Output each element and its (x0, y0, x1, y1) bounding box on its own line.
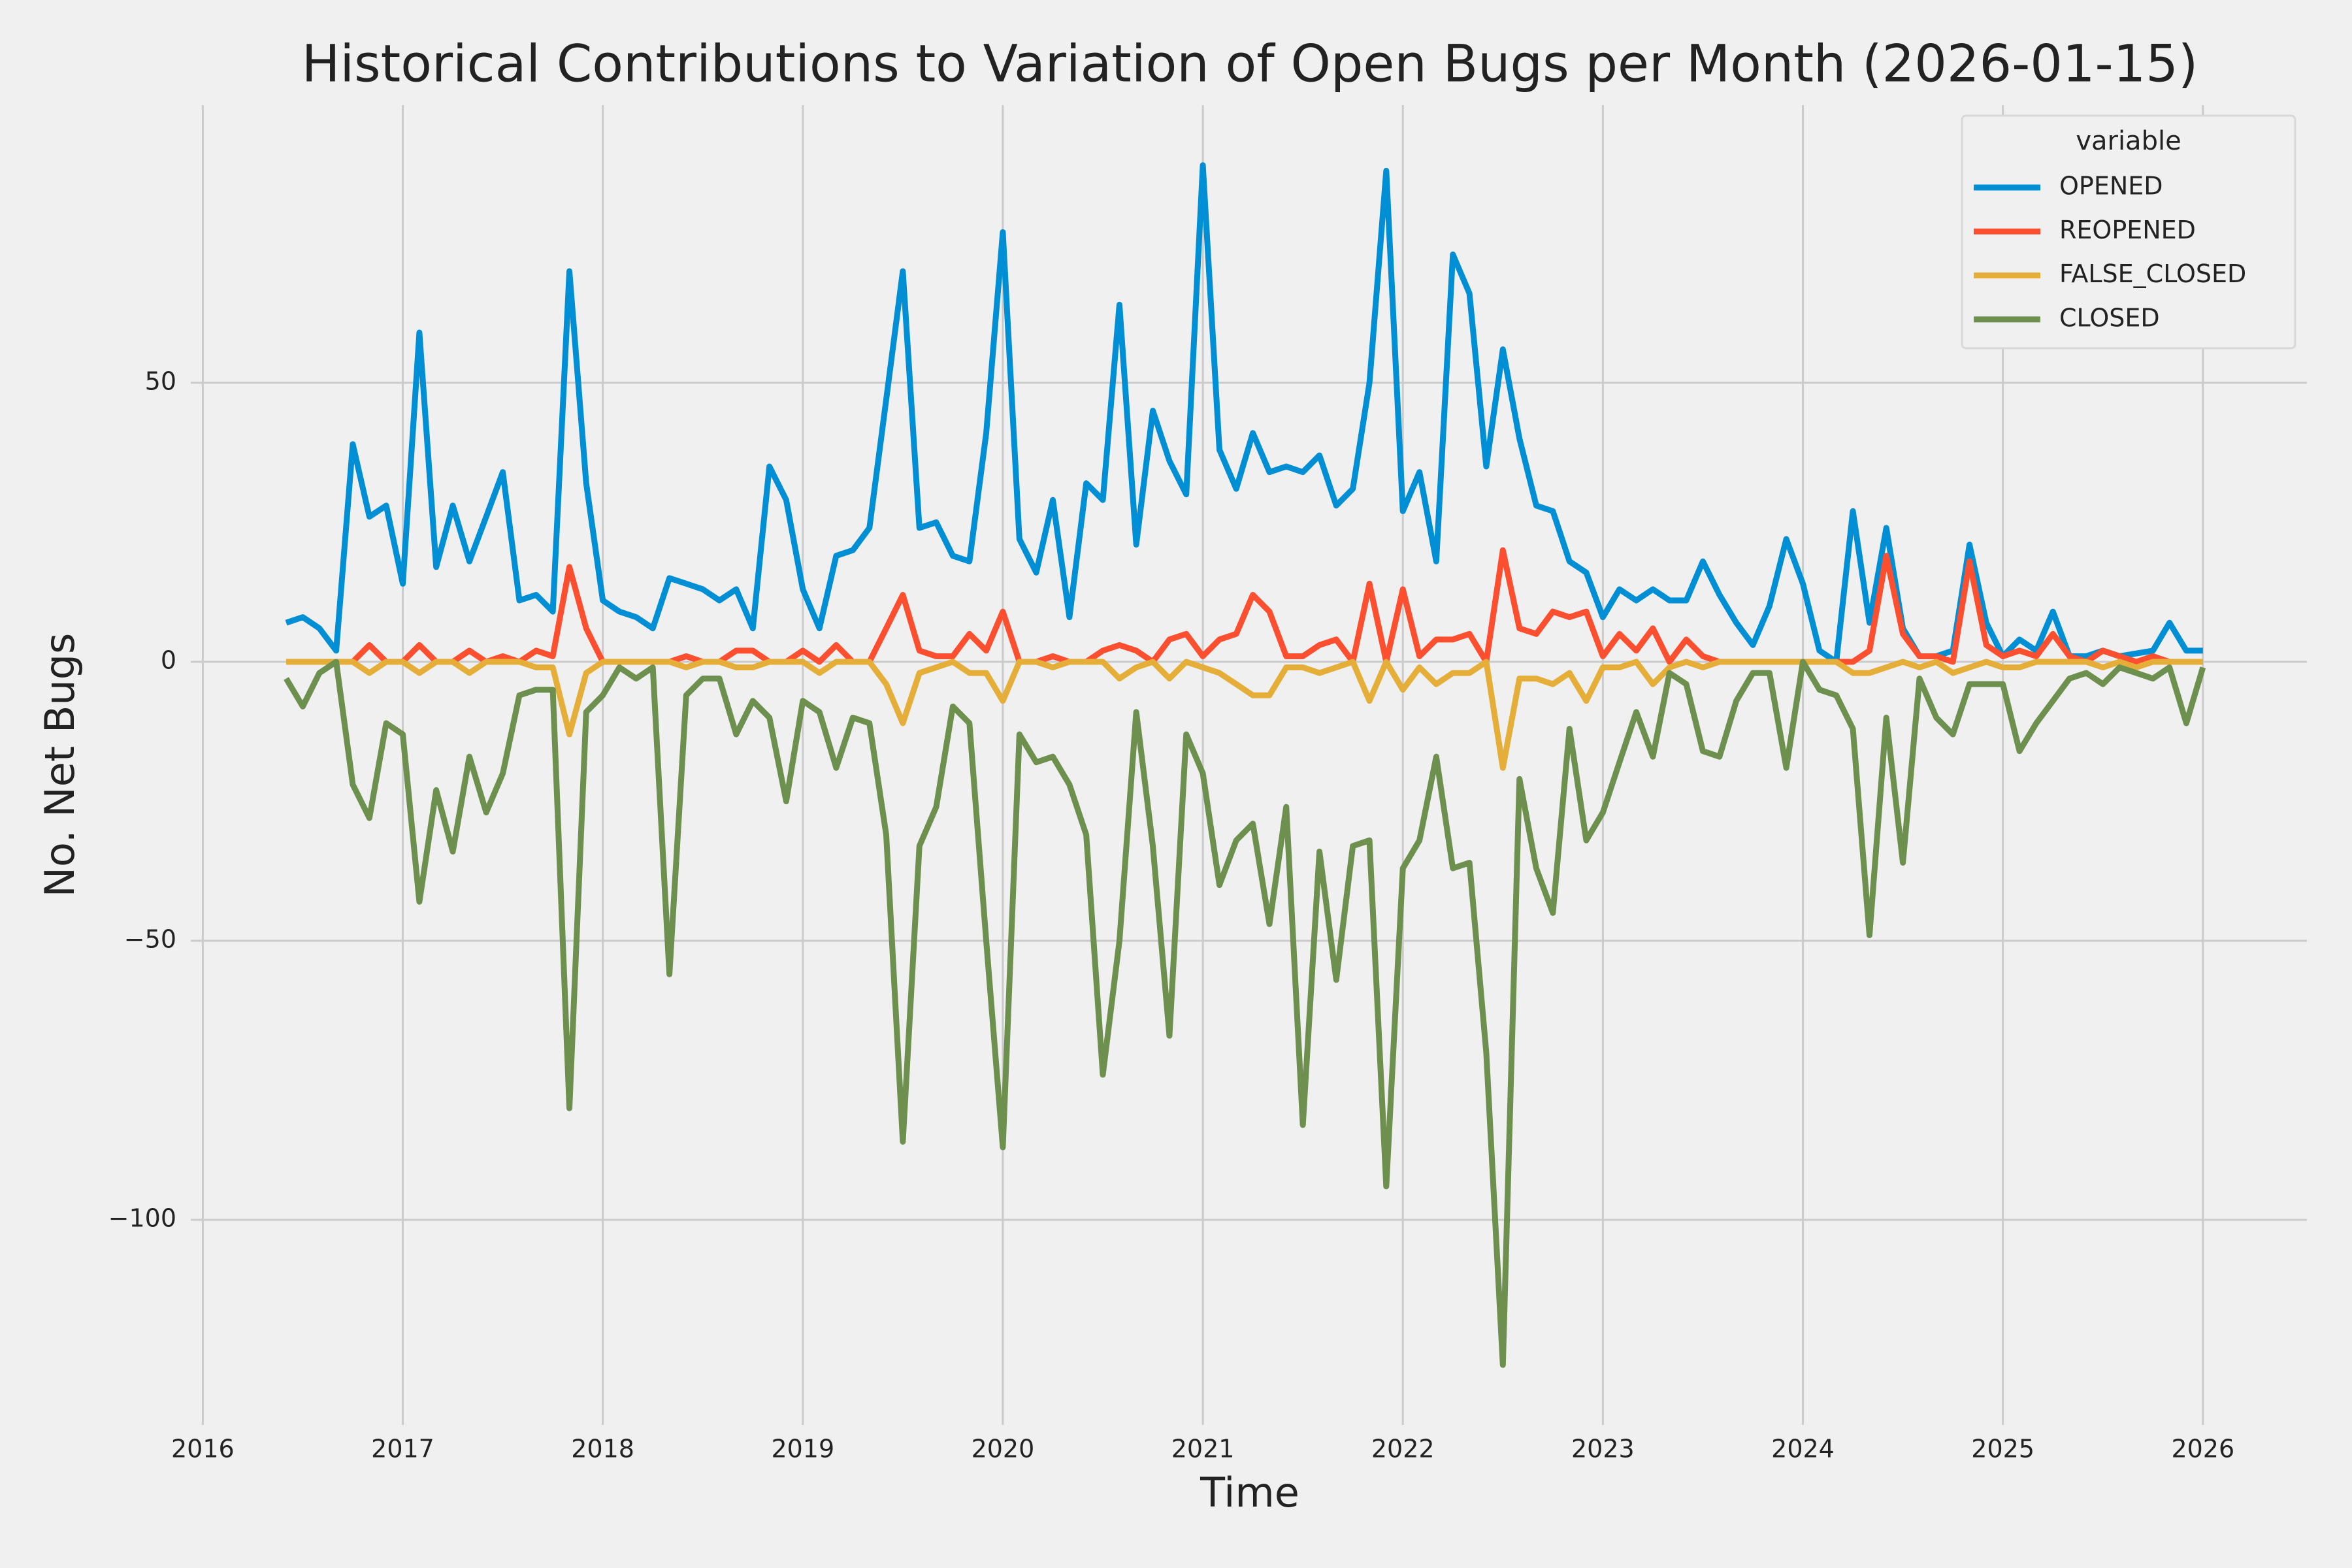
series-line (284, 659, 2206, 1368)
x-tick-label: 2021 (1171, 1435, 1235, 1463)
x-tick-label: 2017 (371, 1435, 434, 1463)
x-tick-label: 2023 (1571, 1435, 1635, 1463)
legend: variable OPENED REOPENED FALSE_CLOSED CLOSED (1961, 114, 2296, 350)
legend-label: FALSE_CLOSED (2059, 259, 2246, 288)
legend-label: OPENED (2059, 172, 2163, 201)
series-line (286, 659, 2203, 771)
y-tick-label: 0 (161, 645, 176, 674)
x-tick-label: 2019 (771, 1435, 834, 1463)
legend-box (1961, 114, 2296, 350)
legend-label: CLOSED (2059, 303, 2160, 332)
y-tick-label: 50 (145, 367, 176, 395)
y-tick-label: −50 (124, 925, 176, 954)
x-tick-label: 2026 (2171, 1435, 2234, 1463)
chart-title: Historical Contributions to Variation of… (302, 35, 2198, 93)
x-tick-label: 2025 (1971, 1435, 2034, 1463)
x-tick-label: 2016 (171, 1435, 235, 1463)
y-axis-label: No. Net Bugs (36, 633, 84, 898)
x-tick-label: 2020 (972, 1435, 1035, 1463)
legend-title: variable (2076, 126, 2181, 156)
y-tick-label: −100 (108, 1204, 176, 1233)
lines (284, 162, 2206, 1368)
series-line (285, 162, 2203, 665)
x-tick-label: 2022 (1371, 1435, 1435, 1463)
x-axis-label: Time (1200, 1469, 1299, 1516)
x-tick-label: 2018 (571, 1435, 634, 1463)
legend-label: REOPENED (2059, 216, 2196, 244)
x-tick-label: 2024 (1771, 1435, 1835, 1463)
grid (191, 105, 2307, 1425)
